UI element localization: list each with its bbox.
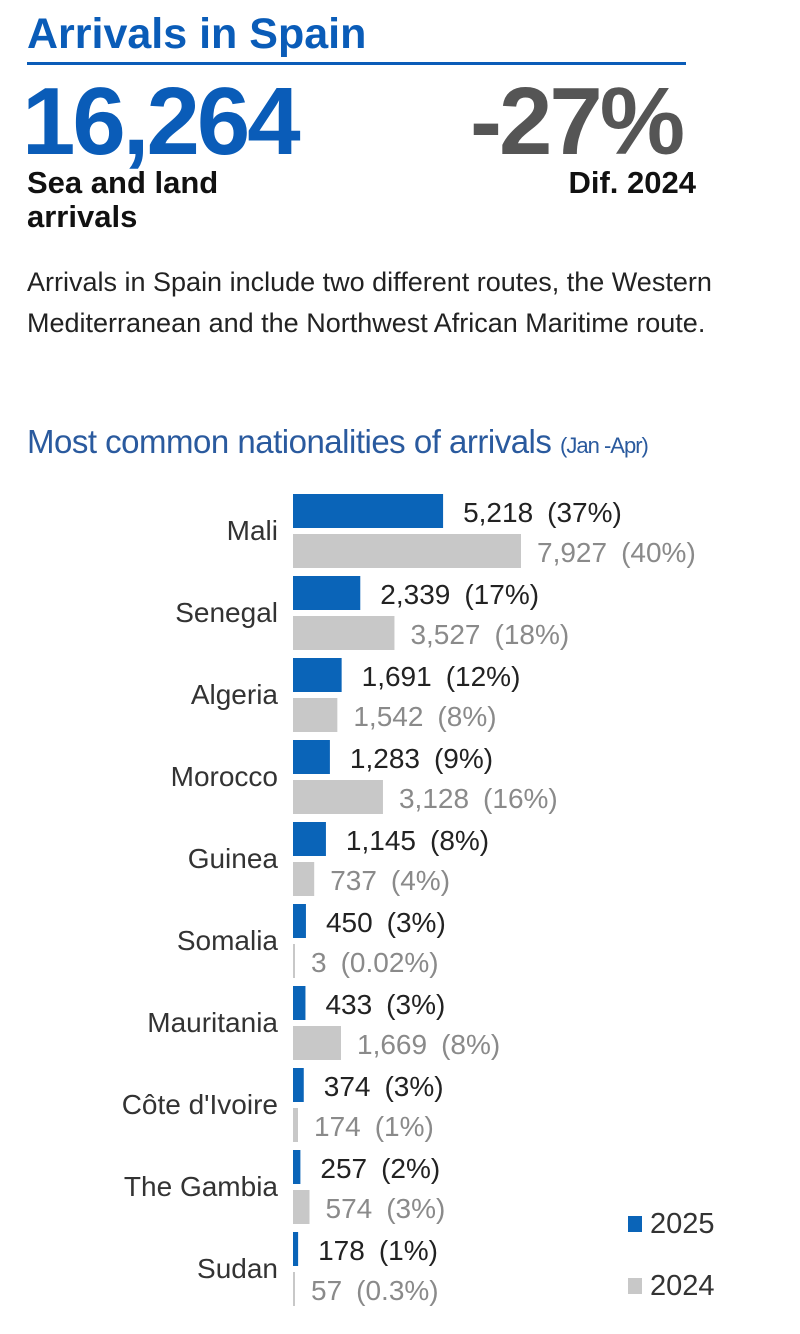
share-label-2025-c-te-d-ivoire: (3%) [384, 1071, 443, 1102]
value-label-2024-mauritania: 1,669 [357, 1029, 427, 1060]
category-label-c-te-d-ivoire: Côte d'Ivoire [122, 1089, 278, 1120]
share-label-2025-mauritania: (3%) [386, 989, 445, 1020]
legend-swatch-2024 [628, 1278, 642, 1294]
nationalities-bar-chart: Mali 5,218 (37%) 7,927 (40%) Senegal 2,339 (17%… [122, 494, 696, 1306]
bar-2025-c-te-d-ivoire [293, 1068, 304, 1102]
bar-2024-somalia [293, 944, 295, 978]
category-label-the-gambia: The Gambia [124, 1171, 278, 1202]
share-label-2024-morocco: (16%) [483, 783, 558, 814]
value-label-2024-c-te-d-ivoire: 174 [314, 1111, 361, 1142]
bar-2025-sudan [293, 1232, 299, 1266]
share-label-2025-mali: (37%) [547, 497, 622, 528]
share-label-2024-guinea: (4%) [391, 865, 450, 896]
share-label-2024-senegal: (18%) [495, 619, 570, 650]
value-label-2025-c-te-d-ivoire: 374 [324, 1071, 371, 1102]
value-label-2024-mali: 7,927 [537, 537, 607, 568]
share-label-2025-the-gambia: (2%) [381, 1153, 440, 1184]
bar-2024-guinea [293, 862, 315, 896]
category-label-mali: Mali [227, 515, 278, 546]
bar-2025-senegal [293, 576, 361, 610]
value-label-2024-the-gambia: 574 [326, 1193, 373, 1224]
total-arrivals-label: Sea and land arrivals [27, 165, 219, 234]
value-label-2024-somalia: 3 [311, 947, 327, 978]
share-label-2024-sudan: (0.3%) [356, 1275, 438, 1306]
bar-2024-algeria [293, 698, 338, 732]
value-label-2025-senegal: 2,339 [380, 579, 450, 610]
share-label-2025-algeria: (12%) [446, 661, 521, 692]
bar-2024-mali [293, 534, 521, 568]
value-label-2025-sudan: 178 [318, 1235, 365, 1266]
legend-swatch-2025 [628, 1216, 642, 1232]
diff-percent-value: -27% [470, 68, 685, 175]
chart-title-text: Most common nationalities of arrivals [27, 423, 552, 460]
category-label-morocco: Morocco [171, 761, 278, 792]
bar-2024-sudan [293, 1272, 295, 1306]
category-label-sudan: Sudan [197, 1253, 278, 1284]
bar-2024-morocco [293, 780, 383, 814]
category-label-mauritania: Mauritania [147, 1007, 278, 1038]
category-label-algeria: Algeria [191, 679, 279, 710]
value-label-2024-senegal: 3,527 [410, 619, 480, 650]
bar-2025-the-gambia [293, 1150, 301, 1184]
value-label-2025-guinea: 1,145 [346, 825, 416, 856]
total-arrivals-value: 16,264 [22, 68, 301, 175]
value-label-2025-the-gambia: 257 [320, 1153, 367, 1184]
bar-2024-senegal [293, 616, 395, 650]
share-label-2024-somalia: (0.02%) [341, 947, 439, 978]
value-label-2024-algeria: 1,542 [353, 701, 423, 732]
bar-2025-algeria [293, 658, 342, 692]
share-label-2025-guinea: (8%) [430, 825, 489, 856]
value-label-2025-somalia: 450 [326, 907, 373, 938]
category-label-guinea: Guinea [188, 843, 279, 874]
value-label-2025-mauritania: 433 [325, 989, 372, 1020]
share-label-2024-mauritania: (8%) [441, 1029, 500, 1060]
page-title: Arrivals in Spain [27, 10, 367, 58]
chart-title-note: (Jan -Apr) [560, 433, 649, 458]
share-label-2025-senegal: (17%) [464, 579, 539, 610]
category-label-somalia: Somalia [177, 925, 279, 956]
share-label-2024-c-te-d-ivoire: (1%) [375, 1111, 434, 1142]
value-label-2024-guinea: 737 [330, 865, 377, 896]
share-label-2025-morocco: (9%) [434, 743, 493, 774]
share-label-2024-the-gambia: (3%) [386, 1193, 445, 1224]
share-label-2024-mali: (40%) [621, 537, 696, 568]
share-label-2025-sudan: (1%) [379, 1235, 438, 1266]
bar-2025-morocco [293, 740, 330, 774]
bar-2025-guinea [293, 822, 326, 856]
value-label-2025-mali: 5,218 [463, 497, 533, 528]
value-label-2025-morocco: 1,283 [350, 743, 420, 774]
value-label-2025-algeria: 1,691 [362, 661, 432, 692]
title-rule [27, 62, 686, 65]
legend-label-2025: 2025 [650, 1208, 715, 1240]
bar-2024-c-te-d-ivoire [293, 1108, 299, 1142]
bar-2024-mauritania [293, 1026, 342, 1060]
value-label-2024-morocco: 3,128 [399, 783, 469, 814]
bar-2024-the-gambia [293, 1190, 310, 1224]
description-text: Arrivals in Spain include two different … [27, 267, 712, 338]
bar-2025-somalia [293, 904, 306, 938]
bar-2025-mali [293, 494, 444, 528]
chart-title: Most common nationalities of arrivals (J… [27, 420, 649, 468]
diff-label: Dif. 2024 [568, 165, 696, 200]
legend-label-2024: 2024 [650, 1270, 715, 1302]
share-label-2025-somalia: (3%) [387, 907, 446, 938]
share-label-2024-algeria: (8%) [437, 701, 496, 732]
category-label-senegal: Senegal [175, 597, 278, 628]
bar-2025-mauritania [293, 986, 306, 1020]
value-label-2024-sudan: 57 [311, 1275, 342, 1306]
